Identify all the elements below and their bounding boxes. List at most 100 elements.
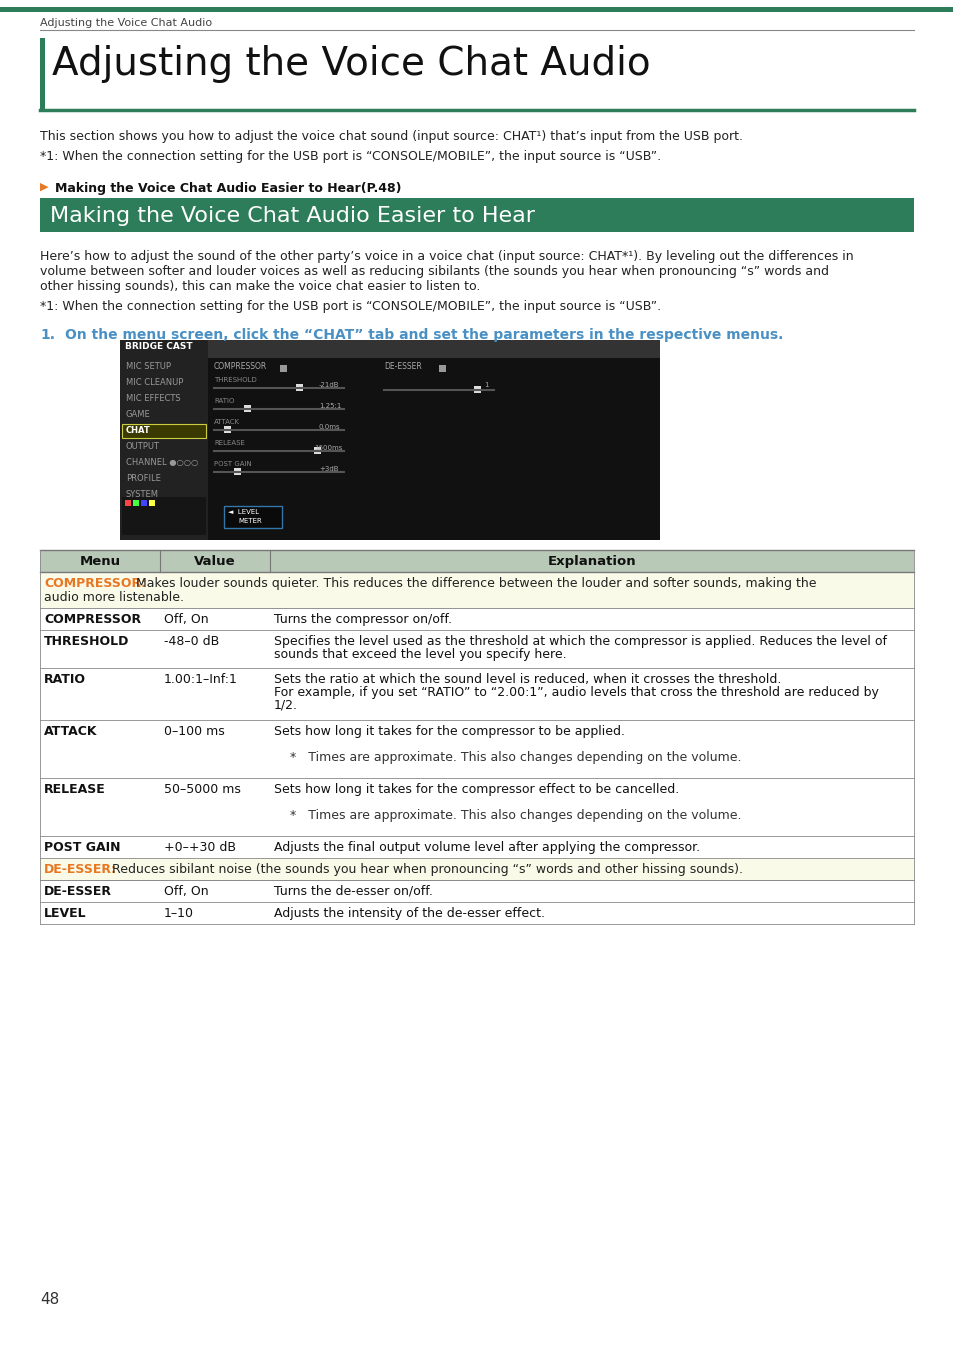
Text: Reduces sibilant noise (the sounds you hear when pronouncing “s” words and other: Reduces sibilant noise (the sounds you h… xyxy=(108,863,742,876)
Text: other hissing sounds), this can make the voice chat easier to listen to.: other hissing sounds), this can make the… xyxy=(40,279,480,293)
Text: 1.25:1: 1.25:1 xyxy=(318,404,341,409)
Text: 1: 1 xyxy=(483,382,488,387)
Bar xyxy=(224,506,282,528)
Text: CHANNEL ●○○○: CHANNEL ●○○○ xyxy=(126,458,198,467)
Text: Menu: Menu xyxy=(79,555,120,568)
Bar xyxy=(40,859,913,880)
Text: ▶: ▶ xyxy=(40,182,49,192)
Text: Adjusts the final output volume level after applying the compressor.: Adjusts the final output volume level af… xyxy=(274,841,700,855)
Bar xyxy=(474,386,480,393)
Text: Makes louder sounds quieter. This reduces the difference between the louder and : Makes louder sounds quieter. This reduce… xyxy=(132,576,816,590)
Text: *   Times are approximate. This also changes depending on the volume.: * Times are approximate. This also chang… xyxy=(274,809,740,822)
Text: 48: 48 xyxy=(40,1292,59,1307)
Text: 1–10: 1–10 xyxy=(164,907,193,919)
Text: Turns the compressor on/off.: Turns the compressor on/off. xyxy=(274,613,452,626)
Text: For example, if you set “RATIO” to “2.00:1”, audio levels that cross the thresho: For example, if you set “RATIO” to “2.00… xyxy=(274,686,878,699)
Text: THRESHOLD: THRESHOLD xyxy=(213,377,256,383)
Text: -21dB: -21dB xyxy=(318,382,339,387)
Text: +3dB: +3dB xyxy=(318,466,338,472)
Text: 0.0ms: 0.0ms xyxy=(318,424,340,431)
Text: Adjusts the intensity of the de-esser effect.: Adjusts the intensity of the de-esser ef… xyxy=(274,907,544,919)
Bar xyxy=(141,500,147,506)
Bar xyxy=(122,497,206,535)
Bar xyxy=(0,7,953,12)
Bar xyxy=(438,364,446,373)
Text: RATIO: RATIO xyxy=(213,398,234,404)
Text: Sets how long it takes for the compressor effect to be cancelled.: Sets how long it takes for the compresso… xyxy=(274,783,679,796)
Text: 1.: 1. xyxy=(40,328,55,342)
Text: 1/2.: 1/2. xyxy=(274,699,297,711)
Text: Off, On: Off, On xyxy=(164,886,209,898)
Text: *1: When the connection setting for the USB port is “CONSOLE/MOBILE”, the input : *1: When the connection setting for the … xyxy=(40,300,660,313)
Text: RELEASE: RELEASE xyxy=(213,440,245,446)
Text: 0–100 ms: 0–100 ms xyxy=(164,725,225,738)
Text: DE-ESSER:: DE-ESSER: xyxy=(44,863,117,876)
Text: -48–0 dB: -48–0 dB xyxy=(164,634,219,648)
Text: DE-ESSER: DE-ESSER xyxy=(384,362,421,371)
Bar xyxy=(120,340,659,540)
Text: *   Times are approximate. This also changes depending on the volume.: * Times are approximate. This also chang… xyxy=(274,751,740,764)
Bar xyxy=(40,198,913,232)
Text: Value: Value xyxy=(194,555,235,568)
Text: Specifies the level used as the threshold at which the compressor is applied. Re: Specifies the level used as the threshol… xyxy=(274,634,886,648)
Bar xyxy=(120,340,659,358)
Text: +0–+30 dB: +0–+30 dB xyxy=(164,841,235,855)
Text: 50–5000 ms: 50–5000 ms xyxy=(164,783,240,796)
Text: ◄  LEVEL: ◄ LEVEL xyxy=(228,509,259,514)
Text: GAME: GAME xyxy=(126,410,151,418)
Bar xyxy=(295,383,303,392)
Text: Off, On: Off, On xyxy=(164,613,209,626)
Text: RELEASE: RELEASE xyxy=(44,783,106,796)
Text: COMPRESSOR: COMPRESSOR xyxy=(213,362,267,371)
Text: THRESHOLD: THRESHOLD xyxy=(44,634,130,648)
Text: This section shows you how to adjust the voice chat sound (input source: CHAT¹) : This section shows you how to adjust the… xyxy=(40,130,742,143)
Bar xyxy=(40,572,913,608)
Text: *1: When the connection setting for the USB port is “CONSOLE/MOBILE”, the input : *1: When the connection setting for the … xyxy=(40,150,660,163)
Bar xyxy=(122,424,206,437)
Text: MIC EFFECTS: MIC EFFECTS xyxy=(126,394,180,404)
Text: COMPRESSOR: COMPRESSOR xyxy=(44,613,141,626)
Bar xyxy=(280,364,287,373)
Bar xyxy=(233,468,241,475)
Text: MIC SETUP: MIC SETUP xyxy=(126,362,171,371)
Bar xyxy=(314,447,320,454)
Bar xyxy=(224,427,231,433)
Text: LEVEL: LEVEL xyxy=(44,907,87,919)
Text: METER: METER xyxy=(237,518,261,524)
Text: DE-ESSER: DE-ESSER xyxy=(44,886,112,898)
Text: sounds that exceed the level you specify here.: sounds that exceed the level you specify… xyxy=(274,648,566,662)
Bar xyxy=(132,500,139,506)
Text: Adjusting the Voice Chat Audio: Adjusting the Voice Chat Audio xyxy=(52,45,650,82)
Text: Making the Voice Chat Audio Easier to Hear(P.48): Making the Voice Chat Audio Easier to He… xyxy=(55,182,401,194)
Text: COMPRESSOR:: COMPRESSOR: xyxy=(44,576,146,590)
Text: On the menu screen, click the “CHAT” tab and set the parameters in the respectiv: On the menu screen, click the “CHAT” tab… xyxy=(65,328,782,342)
Text: ATTACK: ATTACK xyxy=(44,725,97,738)
Text: PROFILE: PROFILE xyxy=(126,474,161,483)
Bar xyxy=(125,500,131,506)
Text: SYSTEM: SYSTEM xyxy=(126,490,159,500)
Text: RATIO: RATIO xyxy=(44,674,86,686)
Text: Sets how long it takes for the compressor to be applied.: Sets how long it takes for the compresso… xyxy=(274,725,624,738)
Text: Sets the ratio at which the sound level is reduced, when it crosses the threshol: Sets the ratio at which the sound level … xyxy=(274,674,781,686)
Text: 1600ms: 1600ms xyxy=(314,446,342,451)
Text: audio more listenable.: audio more listenable. xyxy=(44,591,184,603)
Text: BRIDGE CAST: BRIDGE CAST xyxy=(125,342,193,351)
Bar xyxy=(120,340,208,540)
Text: POST GAIN: POST GAIN xyxy=(213,460,252,467)
Text: MIC CLEANUP: MIC CLEANUP xyxy=(126,378,183,387)
Bar xyxy=(244,405,251,412)
Text: OUTPUT: OUTPUT xyxy=(126,441,160,451)
Bar xyxy=(40,549,913,572)
Text: Making the Voice Chat Audio Easier to Hear: Making the Voice Chat Audio Easier to He… xyxy=(50,207,535,225)
Text: POST GAIN: POST GAIN xyxy=(44,841,120,855)
Text: CHAT: CHAT xyxy=(126,427,151,435)
Text: 1.00:1–Inf:1: 1.00:1–Inf:1 xyxy=(164,674,237,686)
Text: Explanation: Explanation xyxy=(547,555,636,568)
Text: Turns the de-esser on/off.: Turns the de-esser on/off. xyxy=(274,886,433,898)
Text: volume between softer and louder voices as well as reducing sibilants (the sound: volume between softer and louder voices … xyxy=(40,265,828,278)
Text: Here’s how to adjust the sound of the other party’s voice in a voice chat (input: Here’s how to adjust the sound of the ot… xyxy=(40,250,853,263)
Bar xyxy=(149,500,154,506)
Bar xyxy=(40,38,45,109)
Text: ATTACK: ATTACK xyxy=(213,418,240,425)
Text: Adjusting the Voice Chat Audio: Adjusting the Voice Chat Audio xyxy=(40,18,212,28)
